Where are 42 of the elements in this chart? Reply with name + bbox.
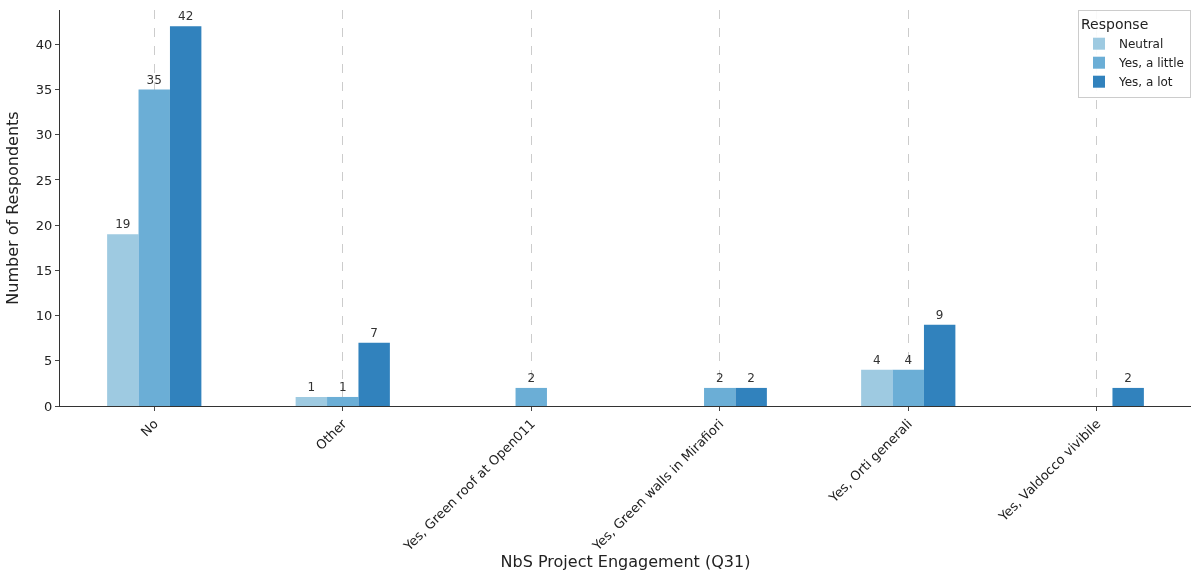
data-label: 2 bbox=[747, 370, 755, 385]
bar bbox=[358, 342, 390, 406]
bar bbox=[515, 387, 547, 406]
x-axis-title: NbS Project Engagement (Q31) bbox=[500, 552, 751, 571]
data-label: 42 bbox=[178, 9, 194, 24]
data-label: 19 bbox=[115, 217, 131, 232]
legend-label: Neutral bbox=[1119, 37, 1164, 52]
y-tick-label: 25 bbox=[35, 172, 53, 188]
data-label: 2 bbox=[1124, 370, 1132, 385]
data-label: 4 bbox=[873, 352, 881, 367]
bar bbox=[735, 387, 767, 406]
y-tick-label: 30 bbox=[35, 127, 53, 143]
x-tick-label: No bbox=[137, 416, 161, 440]
bar bbox=[295, 396, 328, 406]
y-tick-label: 40 bbox=[35, 36, 53, 52]
data-label: 4 bbox=[904, 352, 913, 367]
y-axis-title: Number of Respondents bbox=[3, 111, 22, 305]
data-label: 7 bbox=[370, 325, 378, 340]
bar bbox=[892, 369, 924, 406]
bar bbox=[861, 369, 893, 406]
data-label: 1 bbox=[338, 379, 347, 394]
bar bbox=[169, 26, 202, 406]
bar bbox=[1112, 387, 1144, 406]
y-tick-label: 5 bbox=[44, 353, 53, 369]
bar bbox=[107, 234, 139, 406]
bar bbox=[704, 387, 736, 406]
bar bbox=[923, 324, 956, 406]
bar bbox=[138, 89, 170, 406]
legend-label: Yes, a little bbox=[1118, 56, 1184, 71]
y-tick-label: 20 bbox=[35, 217, 53, 233]
data-label: 2 bbox=[527, 370, 536, 385]
data-label: 9 bbox=[935, 307, 944, 322]
legend-label: Yes, a lot bbox=[1118, 75, 1173, 90]
data-label: 1 bbox=[307, 379, 316, 394]
y-tick-label: 0 bbox=[44, 398, 53, 414]
y-tick-label: 15 bbox=[35, 262, 53, 278]
data-label: 35 bbox=[146, 72, 162, 87]
y-tick-label: 35 bbox=[35, 82, 53, 98]
legend-title: Response bbox=[1081, 16, 1149, 33]
data-label: 2 bbox=[715, 370, 724, 385]
y-tick-label: 10 bbox=[35, 308, 53, 324]
bar bbox=[327, 396, 359, 406]
